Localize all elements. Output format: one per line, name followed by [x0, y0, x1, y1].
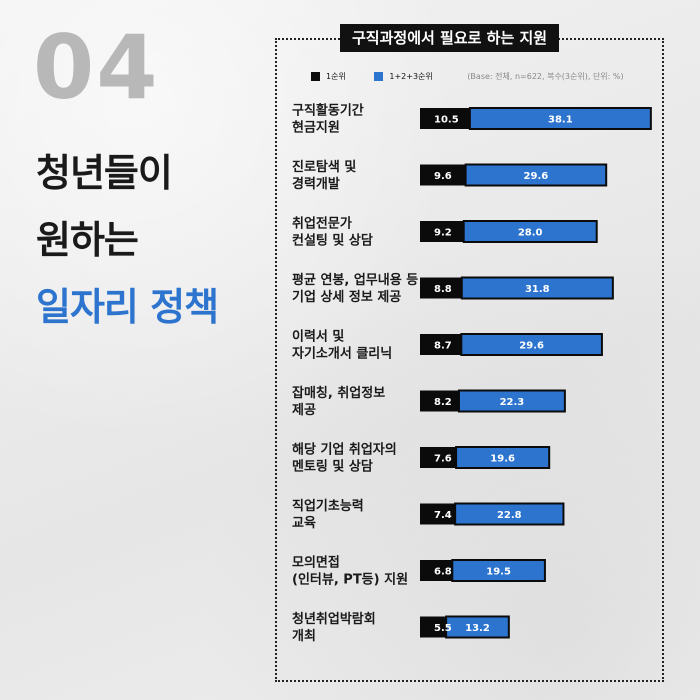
bar-combined: [460, 276, 614, 300]
value-label-combined: 38.1: [548, 115, 573, 126]
category-label: 직업기초능력: [292, 498, 364, 514]
legend-label-first: 1순위: [326, 72, 346, 81]
bar-first-choice: [420, 334, 462, 355]
value-label-first: 6.8: [434, 567, 452, 578]
category-label: 이력서 및: [292, 329, 344, 345]
bar-combined: [445, 615, 510, 639]
category-label: 제공: [292, 403, 316, 418]
bar-first-choice: [420, 108, 470, 129]
value-label-first: 8.7: [434, 341, 452, 352]
bar-first-choice: [420, 221, 464, 242]
bar-combined: [457, 389, 566, 413]
category-label: 개최: [292, 629, 316, 644]
category-label: 청년취업박람회: [292, 611, 376, 627]
headline-line-1: 청년들이: [36, 151, 173, 195]
value-label-combined: 19.6: [490, 454, 515, 465]
chart-note: (Base: 전체, n=622, 복수(3순위), 단위: %): [467, 72, 624, 81]
value-label-first: 7.6: [434, 454, 452, 465]
value-label-combined: 28.0: [518, 228, 543, 239]
bar-combined: [451, 559, 546, 582]
category-label: 교육: [292, 515, 316, 531]
headline-line-2: 원하는: [36, 218, 139, 262]
value-label-combined: 13.2: [465, 623, 490, 634]
category-label: 구직활동기간: [292, 103, 364, 119]
legend-item-first: 1순위: [311, 71, 346, 82]
category-label: 잡매칭, 취업정보: [292, 385, 385, 401]
category-label: 모의면접: [292, 555, 340, 571]
bar-first-choice: [420, 616, 447, 638]
chart-title: 구직과정에서 필요로 하는 지원: [340, 24, 560, 52]
bar-first-choice: [420, 560, 453, 581]
value-label-first: 9.2: [434, 228, 452, 239]
bar-combined: [462, 220, 598, 243]
bar-combined: [464, 163, 608, 187]
legend-item-combined: 1+2+3순위: [374, 71, 433, 82]
category-label: 해당 기업 취업자의: [292, 442, 397, 458]
category-label: 진로탐색 및: [292, 159, 356, 175]
category-label: 자기소개서 클리닉: [292, 346, 392, 362]
category-label: 경력개발: [292, 176, 340, 192]
bar-first-choice: [420, 164, 466, 186]
value-label-combined: 22.8: [497, 510, 522, 521]
legend-swatch-first: [311, 72, 320, 81]
bar-first-choice: [420, 277, 462, 299]
bar-combined: [454, 502, 565, 526]
bar-row: 모의면접(인터뷰, PT등) 지원 6.8 19.5: [292, 555, 546, 588]
value-label-first: 10.5: [434, 115, 459, 126]
category-label: 기업 상세 정보 제공: [292, 289, 401, 305]
bar-first-choice: [420, 503, 456, 525]
legend-swatch-combined: [374, 72, 384, 81]
value-label-first: 5.5: [434, 623, 452, 634]
legend-label-combined: 1+2+3순위: [389, 72, 433, 81]
bar-combined: [455, 446, 551, 469]
category-label: 평균 연봉, 업무내용 등: [292, 272, 418, 288]
value-label-first: 7.4: [434, 510, 452, 521]
value-label-combined: 19.5: [486, 567, 511, 578]
headline-line-3: 일자리 정책: [36, 285, 219, 329]
category-label: 컨설팅 및 상담: [292, 233, 373, 249]
category-label: 멘토링 및 상담: [292, 459, 373, 475]
value-label-combined: 29.6: [524, 171, 549, 182]
category-label: 현금지원: [292, 120, 340, 136]
value-label-first: 8.2: [434, 397, 452, 408]
category-label: (인터뷰, PT등) 지원: [292, 572, 408, 588]
value-label-combined: 22.3: [500, 397, 525, 408]
chart-legend: 1순위 1+2+3순위 (Base: 전체, n=622, 복수(3순위), 단…: [311, 71, 624, 85]
bar-row: 평균 연봉, 업무내용 등기업 상세 정보 제공 8.8 31.8: [292, 272, 614, 305]
category-label: 취업전문가: [292, 216, 352, 232]
bar-combined: [460, 333, 603, 356]
bar-combined: [468, 107, 652, 130]
value-label-first: 8.8: [434, 284, 452, 295]
value-label-combined: 29.6: [519, 341, 544, 352]
section-number: 04: [33, 16, 160, 119]
value-label-first: 9.6: [434, 171, 452, 182]
bar-first-choice: [420, 447, 457, 468]
headline: 청년들이 원하는 일자리 정책: [36, 140, 219, 341]
value-label-combined: 31.8: [525, 284, 550, 295]
bar-first-choice: [420, 390, 459, 412]
